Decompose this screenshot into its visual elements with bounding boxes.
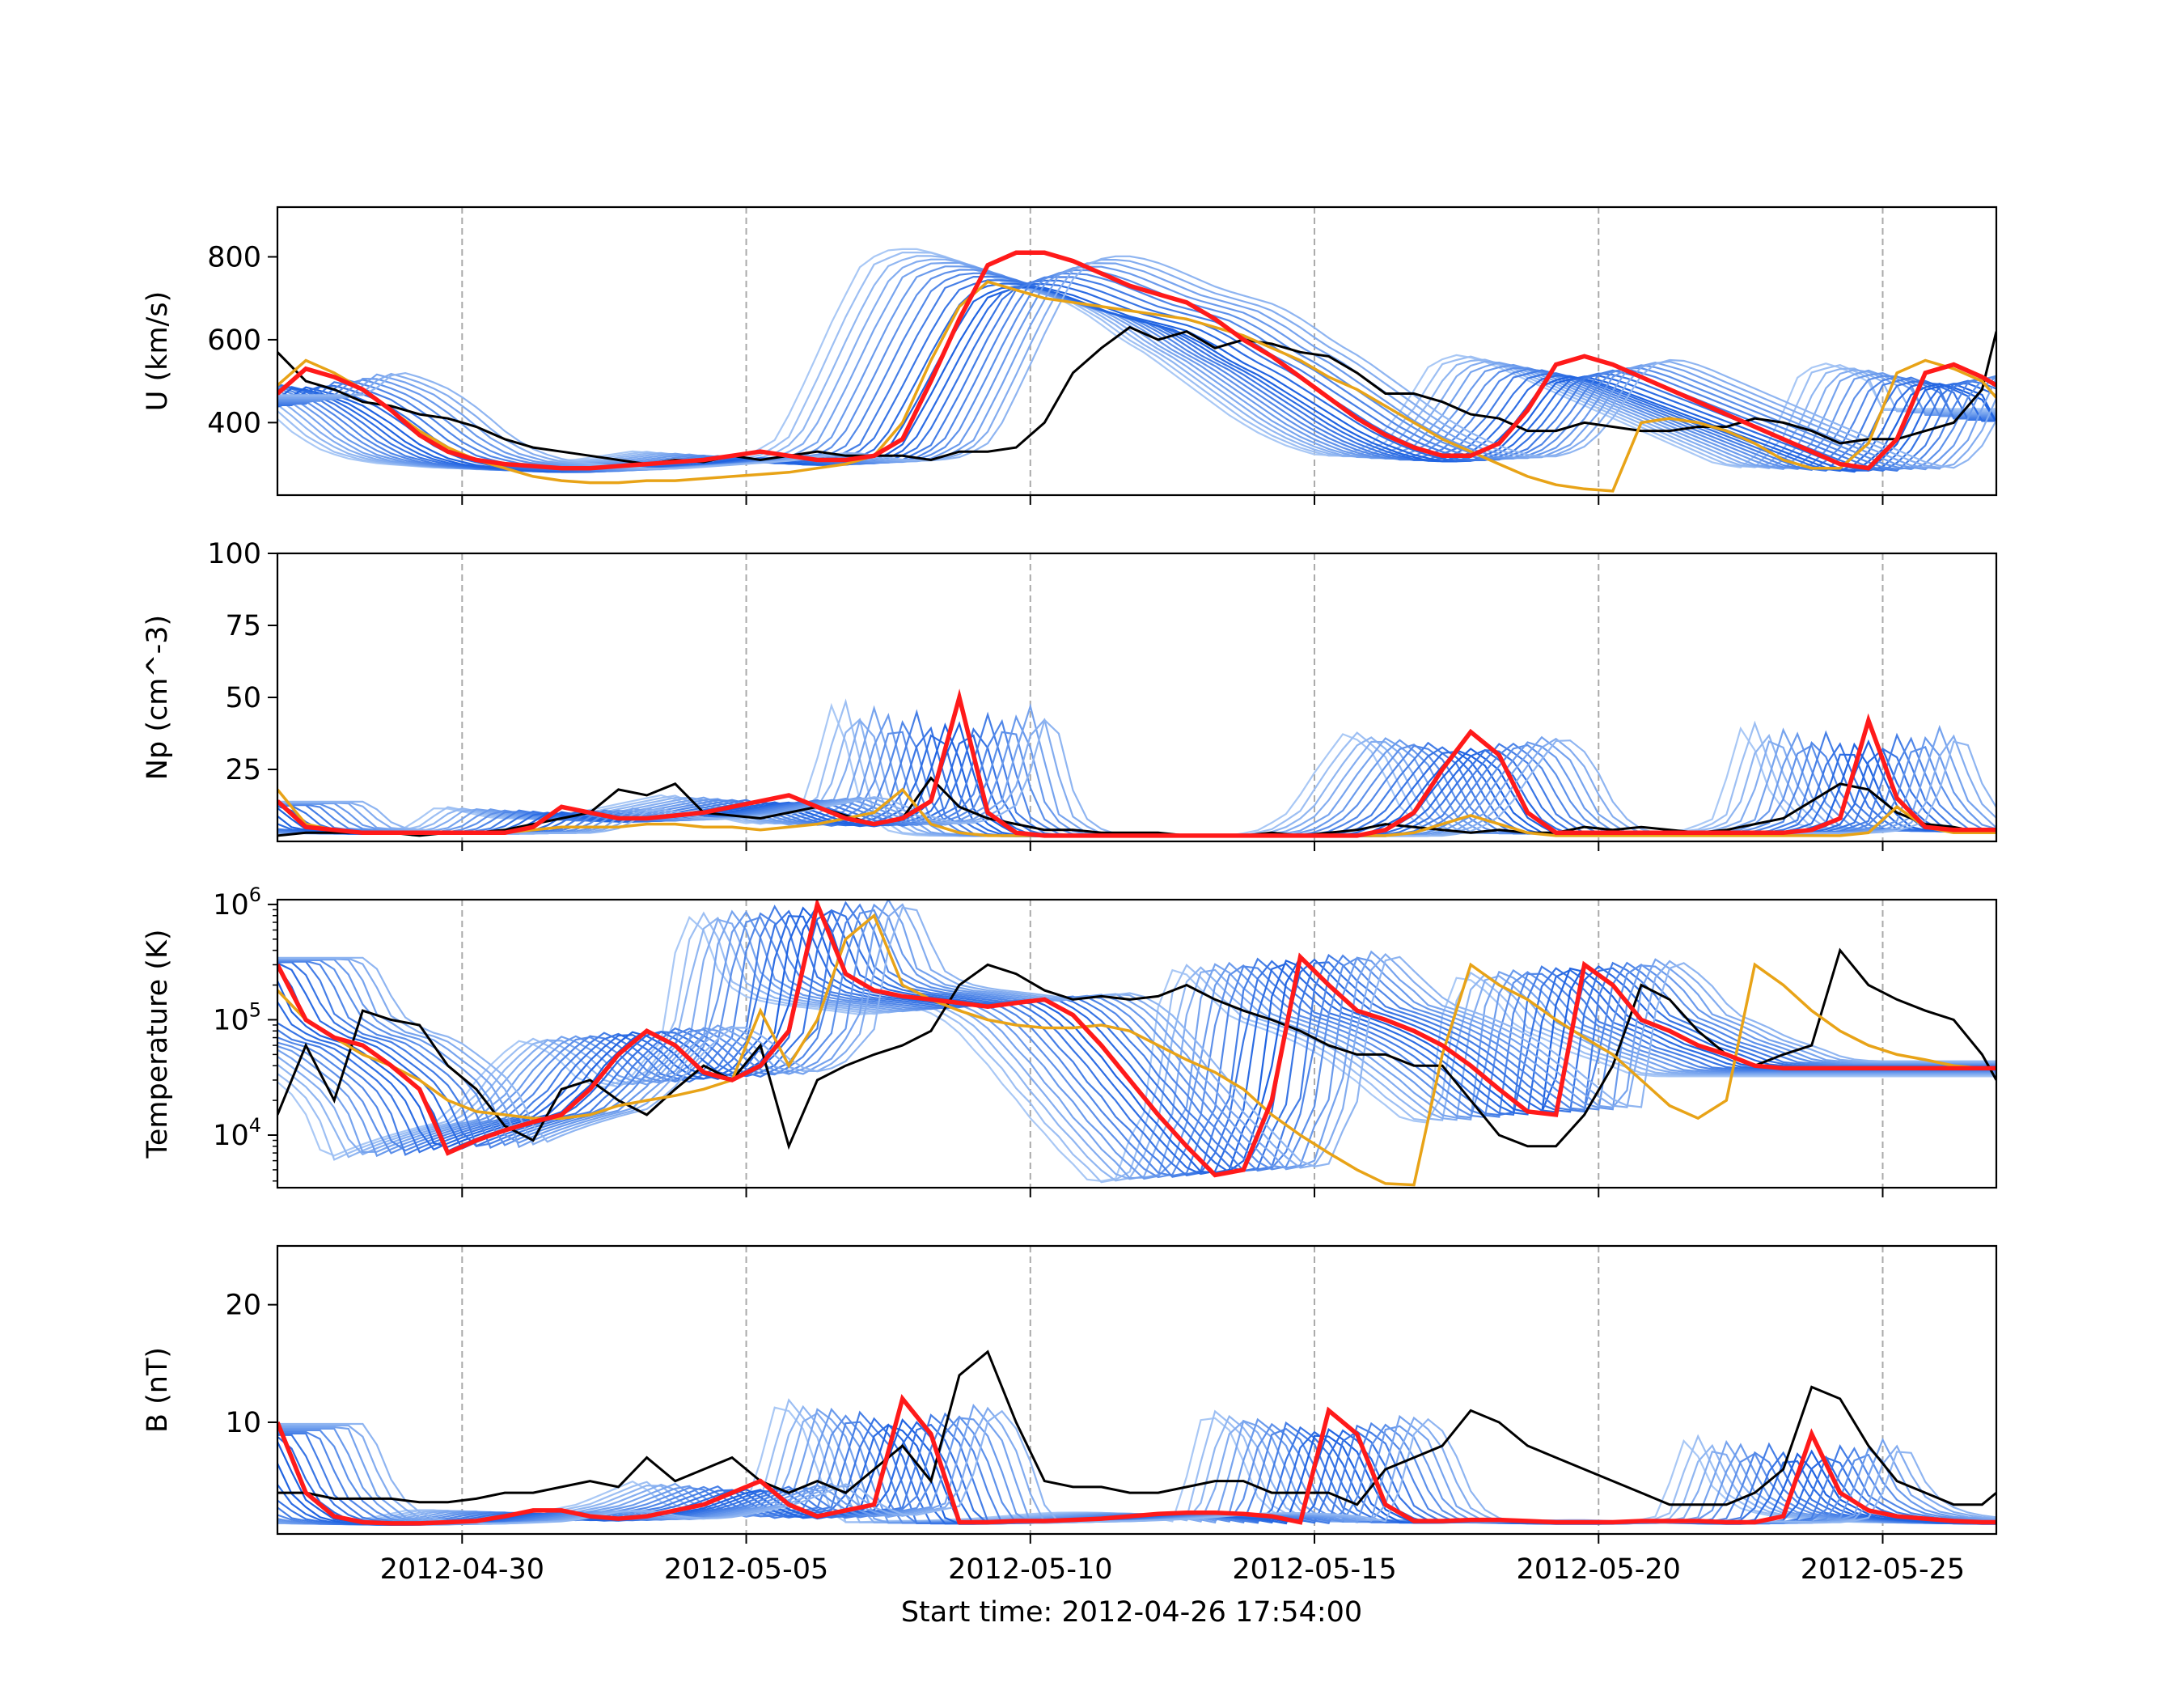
plot-area [277,1246,1996,1534]
x-tick-label: 2012-05-25 [1801,1553,1965,1586]
ensemble-member-line [277,906,1996,1167]
observed-line [277,325,1996,466]
panel-temperature: 104 105 106 Temperature (K) [142,883,1998,1197]
baseline-line [277,280,1996,493]
ensemble-member-line [277,915,1996,1176]
y-axis-title: Temperature (K) [142,929,174,1159]
ensemble-member-line [277,909,1996,1171]
panel-density: 25 50 75 100 Np (cm^-3) [142,538,1998,851]
x-tick-label: 2012-05-10 [948,1553,1112,1586]
ensemble-member-line [277,909,1996,1180]
y-tick-label: 10 [225,1407,261,1439]
ensemble-member-line [277,912,1996,1177]
ensemble-member-line [277,910,1996,1180]
observed-line [277,776,1996,837]
x-tick-label: 2012-04-30 [380,1553,544,1586]
x-tick-label: 2012-05-15 [1232,1553,1396,1586]
best-fit-line [277,900,1996,1178]
ensemble-member-line [277,255,1996,470]
best-fit-line [277,250,1996,471]
ensemble-member-line [277,265,1996,471]
axes-frame [276,205,1998,497]
plot-area [277,207,1996,495]
x-tick-labels: 2012-04-30 2012-05-05 2012-05-10 2012-05-15… [380,1553,1966,1586]
ensemble-member-line [277,262,1996,471]
y-axis-title: Np (cm^-3) [142,615,174,780]
panel-magnetic-field: 10 20 B (nT) [142,1244,1998,1544]
y-tick-label: 106 [213,883,261,922]
x-tick-label: 2012-05-05 [664,1553,828,1586]
y-tick-label: 25 [225,754,261,786]
y-tick-label: 104 [213,1114,261,1152]
ensemble-member-line [277,248,1996,469]
ensemble-member-line [277,905,1996,1178]
y-tick-label: 600 [207,324,261,357]
ensemble-member-line [277,906,1996,1174]
plot-area [277,900,1996,1188]
ensemble-member-line [277,909,1996,1176]
x-tick-label: 2012-05-20 [1517,1553,1681,1586]
y-tick-label: 400 [207,407,261,439]
y-axis-title: U (km/s) [142,291,174,411]
x-axis-title: Start time: 2012-04-26 17:54:00 [901,1596,1362,1629]
axes-frame [276,898,1998,1189]
ensemble-member-line [277,909,1996,1172]
baseline-line [277,913,1996,1187]
panel-speed: 400 600 800 U (km/s) [142,205,1998,505]
y-axis-title: B (nT) [142,1347,174,1433]
observed-line [277,947,1996,1150]
ensemble-member-line [277,255,1996,470]
y-tick-label: 100 [207,538,261,570]
ensemble-member-line [277,259,1996,470]
axes-frame [276,1244,1998,1536]
y-tick-label: 50 [225,682,261,714]
best-fit-line [277,1393,1996,1526]
y-tick-label: 20 [225,1290,261,1322]
best-fit-line [277,688,1996,838]
y-tick-label: 105 [213,998,261,1036]
ensemble-member-line [277,903,1996,1169]
y-tick-label: 75 [225,610,261,642]
observed-line [277,1349,1996,1506]
y-tick-label: 800 [207,241,261,273]
ensemble-member-line [277,900,1996,1171]
ensemble-member-line [277,916,1996,1179]
plot-area [277,553,1996,841]
